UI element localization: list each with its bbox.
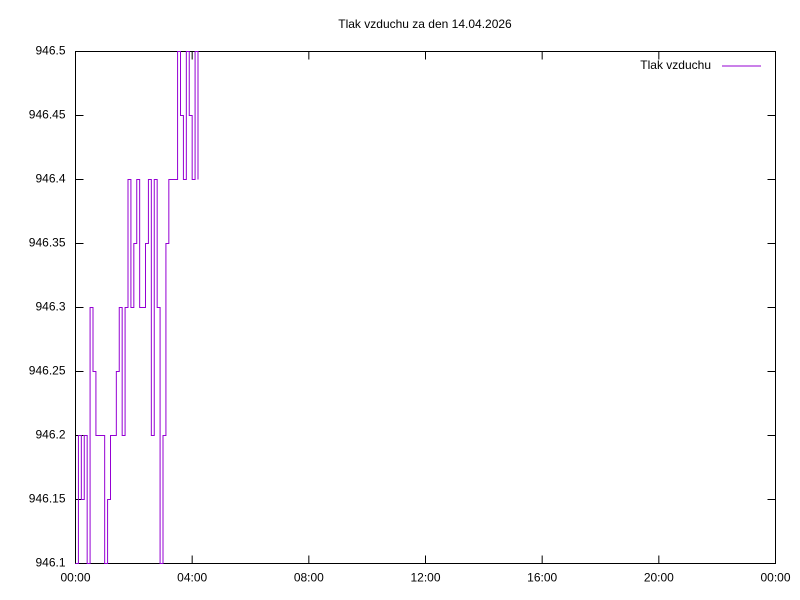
y-tick-label: 946.4 [35, 172, 65, 186]
chart-title: Tlak vzduchu za den 14.04.2026 [338, 17, 512, 31]
x-tick-label: 12:00 [410, 571, 440, 585]
y-tick-label: 946.15 [29, 492, 66, 506]
data-line [75, 51, 199, 564]
y-tick-label: 946.3 [35, 300, 65, 314]
y-tick-label: 946.2 [35, 428, 65, 442]
y-tick-label: 946.25 [29, 364, 66, 378]
x-tick-label: 00:00 [760, 571, 790, 585]
x-tick-label: 20:00 [644, 571, 674, 585]
x-tick-label: 08:00 [294, 571, 324, 585]
plot-border [75, 51, 776, 564]
y-tick-label: 946.35 [29, 236, 66, 250]
y-tick-label: 946.1 [35, 556, 65, 570]
x-tick-label: 00:00 [60, 571, 90, 585]
legend-label: Tlak vzduchu [640, 58, 711, 72]
y-tick-label: 946.5 [35, 44, 65, 58]
x-tick-label: 04:00 [177, 571, 207, 585]
y-tick-label: 946.45 [29, 108, 66, 122]
x-tick-label: 16:00 [527, 571, 557, 585]
